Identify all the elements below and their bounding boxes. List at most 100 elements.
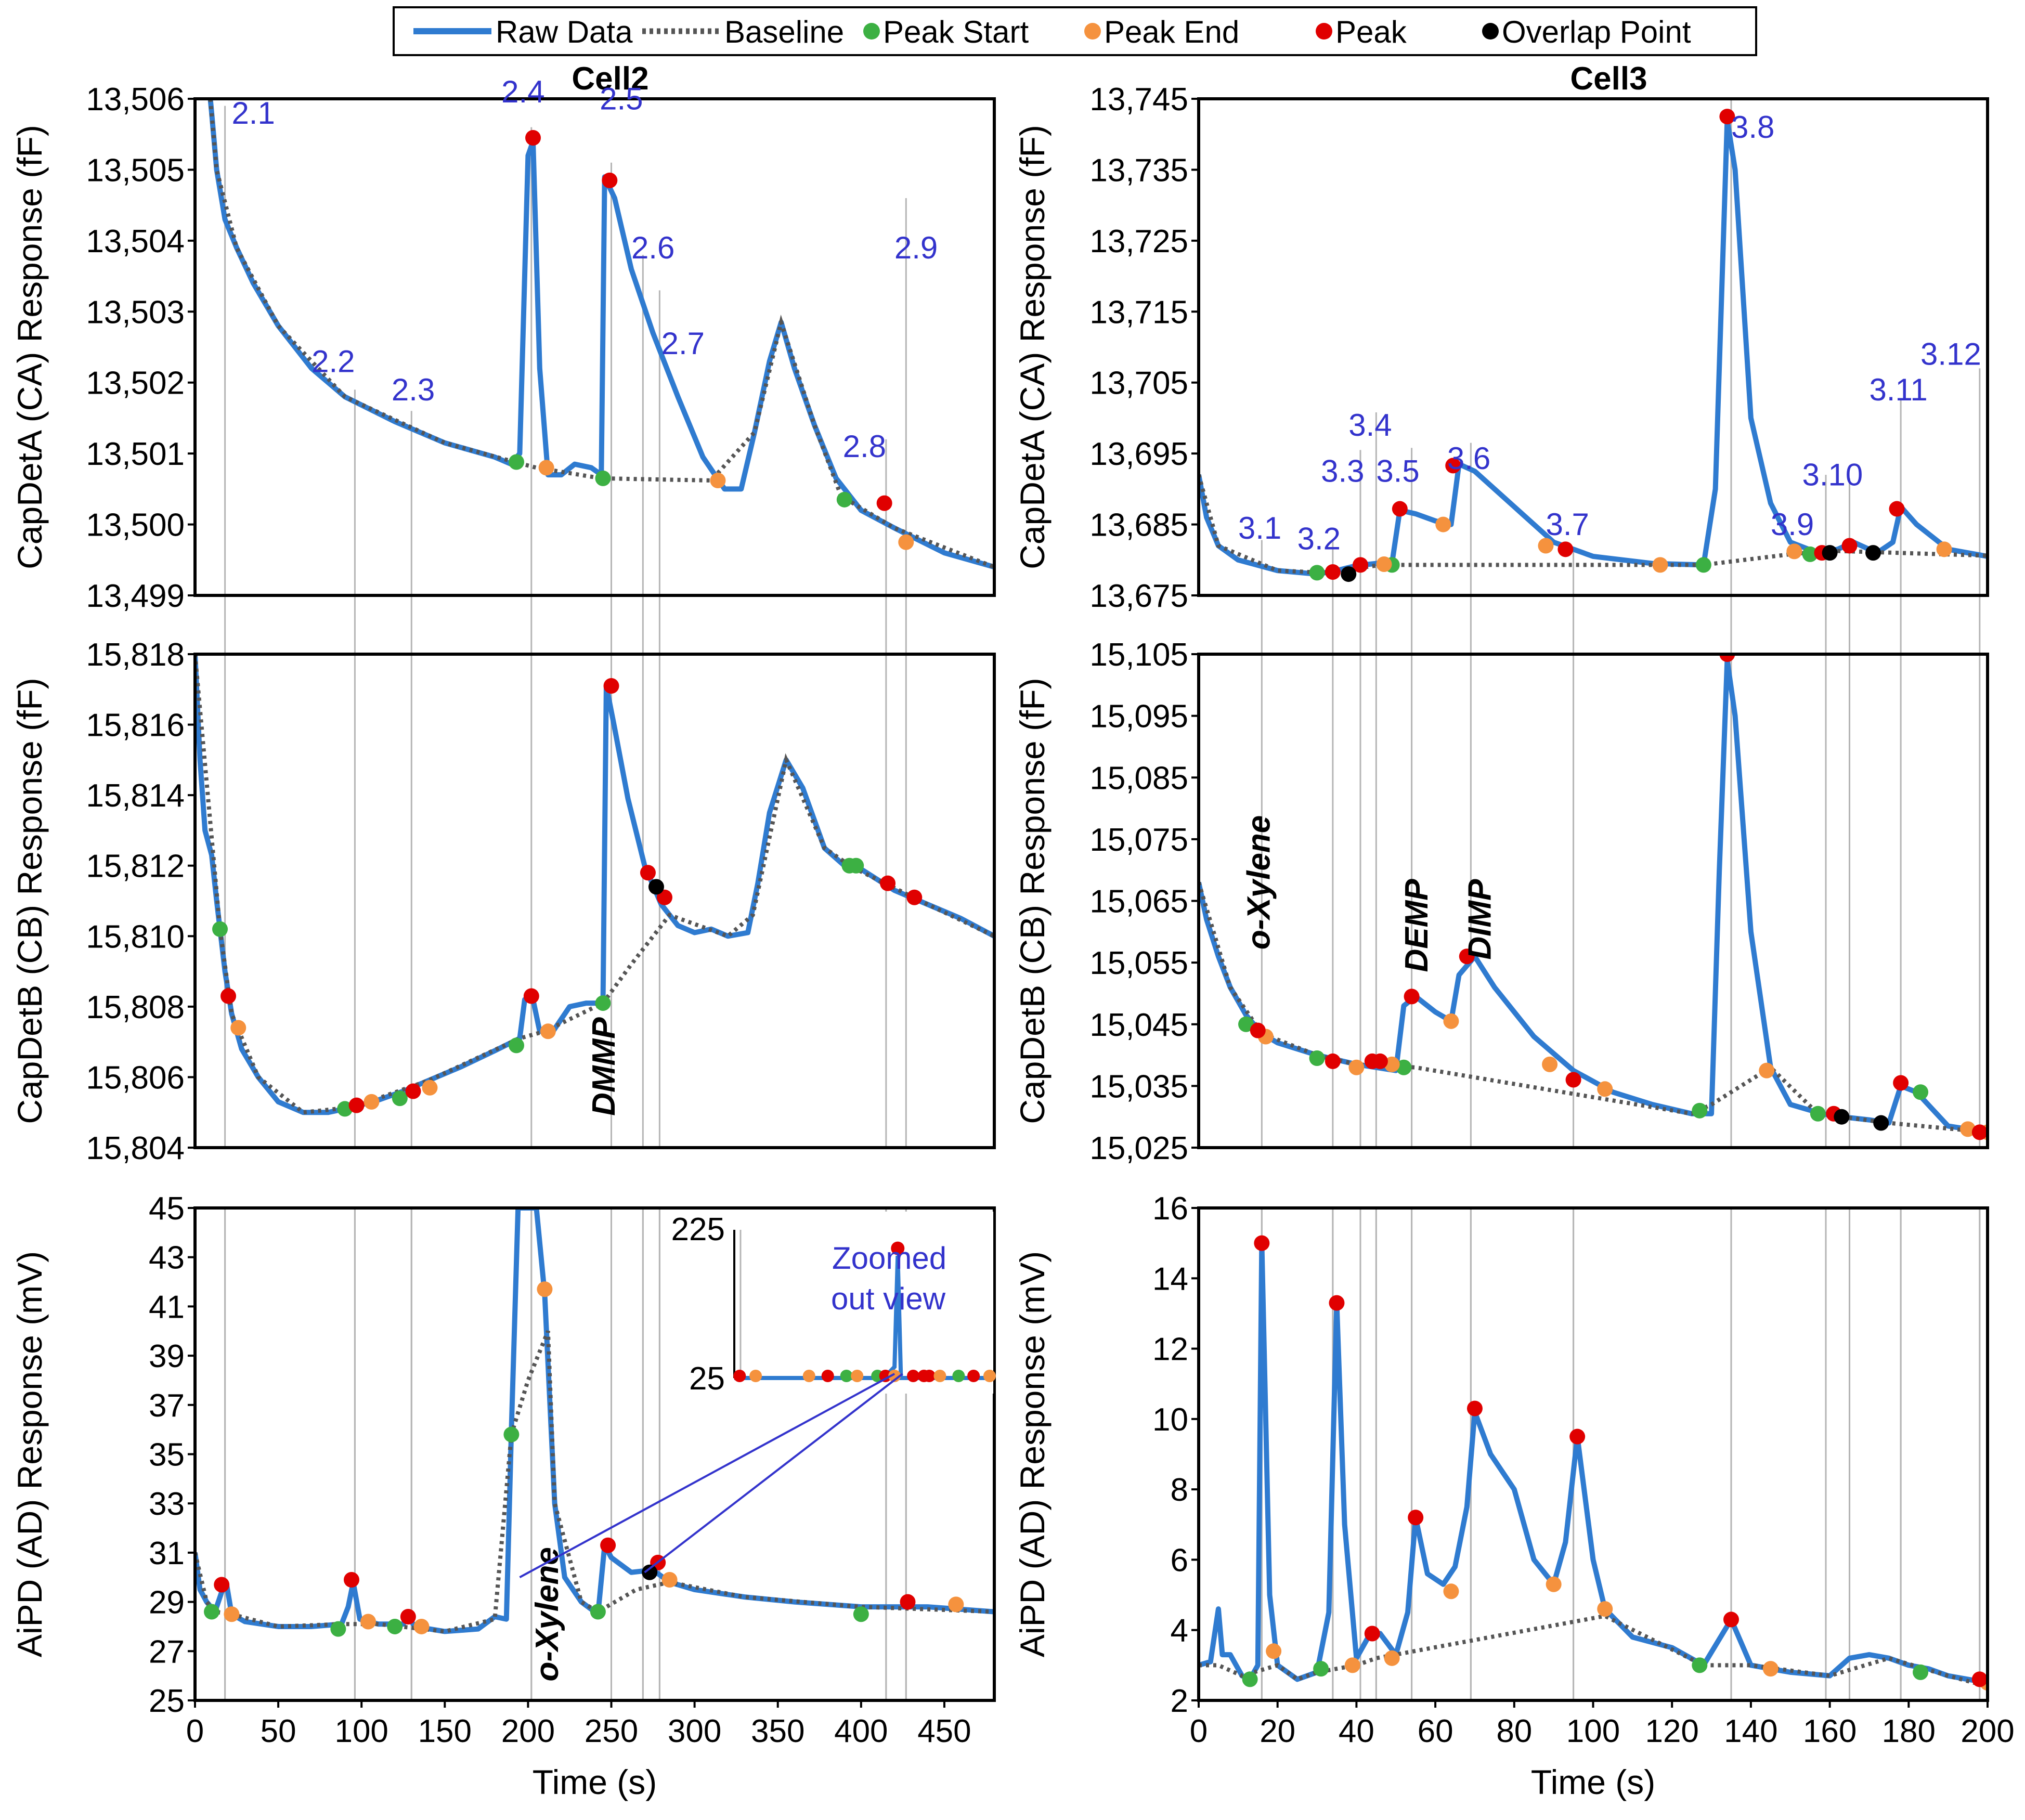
end-marker: [1538, 538, 1554, 554]
x-axis-label: Time (s): [1531, 1763, 1656, 1801]
y-tick-label: 16: [1152, 1191, 1188, 1227]
y-axis-label: CapDetA (CA) Response (fF): [10, 125, 49, 569]
legend-label: Peak End: [1104, 15, 1239, 49]
inset-peak-marker: [907, 1370, 920, 1382]
peak-marker: [1404, 989, 1420, 1005]
inset-peak-marker: [967, 1370, 980, 1382]
inset-y-tick-label: 225: [671, 1212, 725, 1247]
peak-marker: [1971, 1671, 1988, 1687]
start-marker: [1913, 1664, 1929, 1680]
plot-frame: [193, 653, 996, 1149]
peak-marker: [1408, 1510, 1424, 1526]
y-axis-label: AiPD (AD) Response (mV): [1013, 1251, 1052, 1657]
end-marker: [1762, 1661, 1779, 1677]
y-tick-label: 6: [1171, 1542, 1188, 1578]
peak-annotation: 3.12: [1920, 337, 1981, 372]
y-tick-label: 13,505: [86, 152, 185, 188]
y-tick-label: 15,810: [86, 919, 185, 955]
y-tick-label: 15,804: [86, 1130, 185, 1166]
raw-data-series: [207, 99, 994, 570]
inset-end-marker: [802, 1370, 815, 1382]
y-tick-label: 13,504: [86, 224, 185, 259]
y-tick-label: 15,075: [1089, 822, 1188, 858]
end-marker: [898, 534, 914, 550]
start-marker: [1309, 565, 1325, 581]
overlap-marker: [1865, 545, 1881, 561]
y-tick-label: 13,705: [1089, 366, 1188, 401]
end-marker: [1443, 1013, 1459, 1029]
legend: Raw Data Baseline Peak Start Peak End Peak Ov…: [393, 6, 1757, 56]
raw-data-series: [195, 1208, 994, 1634]
peak-marker: [906, 889, 923, 905]
end-marker: [364, 1094, 380, 1110]
inset-start-marker: [952, 1370, 965, 1382]
start-marker: [509, 454, 525, 470]
end-marker: [1546, 1576, 1562, 1592]
peak-marker: [525, 130, 541, 146]
start-marker: [1396, 1059, 1412, 1075]
start-marker: [1313, 1661, 1329, 1677]
peak-annotation: 2.2: [311, 344, 355, 379]
peak-marker: [880, 875, 896, 891]
end-marker: [230, 1020, 246, 1036]
peak-marker: [1557, 541, 1574, 557]
end-marker: [1759, 1062, 1775, 1078]
peak-marker: [1325, 564, 1341, 580]
end-marker: [1443, 1583, 1459, 1600]
peak-annotation: 3.5: [1376, 454, 1419, 489]
start-marker: [1913, 1084, 1929, 1100]
end-marker: [1384, 1056, 1400, 1072]
y-tick-label: 13,745: [1089, 82, 1188, 118]
baseline-series: [1199, 1614, 1988, 1688]
end-marker: [1597, 1601, 1613, 1617]
y-tick-label: 15,812: [86, 849, 185, 885]
peak-marker: [640, 865, 656, 881]
y-tick-label: 15,808: [86, 990, 185, 1025]
panel-title: Cell2: [572, 61, 648, 97]
start-marker: [1695, 557, 1711, 573]
y-tick-label: 35: [149, 1437, 185, 1473]
y-tick-label: 15,045: [1089, 1007, 1188, 1043]
overlap-marker: [1822, 545, 1838, 561]
start-marker: [330, 1621, 346, 1637]
x-tick-label: 40: [1339, 1713, 1374, 1749]
y-axis-label: AiPD (AD) Response (mV): [10, 1251, 49, 1657]
peak-marker: [1250, 1022, 1266, 1038]
y-tick-label: 41: [149, 1289, 185, 1325]
peak-marker: [1889, 501, 1905, 517]
legend-label: Peak: [1335, 15, 1407, 49]
plot-area: [195, 654, 994, 1117]
y-tick-label: 13,502: [86, 366, 185, 401]
inset-end-marker: [983, 1370, 996, 1382]
y-axis-label: CapDetB (CB) Response (fF): [1013, 678, 1052, 1124]
inset-end-marker: [888, 1370, 901, 1382]
legend-label: Overlap Point: [1502, 15, 1691, 49]
analyte-label: DEMP: [1399, 879, 1435, 972]
start-marker: [836, 491, 852, 508]
y-tick-label: 13,501: [86, 436, 185, 472]
x-tick-label: 180: [1882, 1713, 1936, 1749]
end-marker: [540, 1023, 556, 1039]
start-marker: [1692, 1102, 1708, 1119]
start-marker: [503, 1426, 520, 1442]
start-marker: [509, 1037, 525, 1054]
x-tick-label: 350: [751, 1713, 804, 1749]
baseline-series: [1199, 881, 1988, 1135]
peak-marker: [1893, 1075, 1909, 1091]
peak-marker: [603, 678, 619, 694]
plot-frame: [1197, 97, 1989, 597]
peak-annotation: 2.3: [392, 372, 435, 407]
peak-annotation: 2.5: [600, 81, 643, 116]
peak-marker: [1445, 458, 1461, 474]
zoom-connector-line: [644, 1373, 903, 1574]
start-marker: [1692, 1657, 1708, 1673]
peak-marker: [600, 1537, 616, 1553]
inset-chart: 225 25 Zoomed out view: [671, 1212, 996, 1397]
end-marker: [948, 1596, 964, 1613]
plot-area: [1199, 654, 1988, 1140]
end-marker: [1266, 1643, 1282, 1659]
inset-end-marker: [933, 1370, 946, 1382]
legend-swatch-dot: [1084, 23, 1101, 40]
y-tick-label: 14: [1152, 1261, 1188, 1297]
